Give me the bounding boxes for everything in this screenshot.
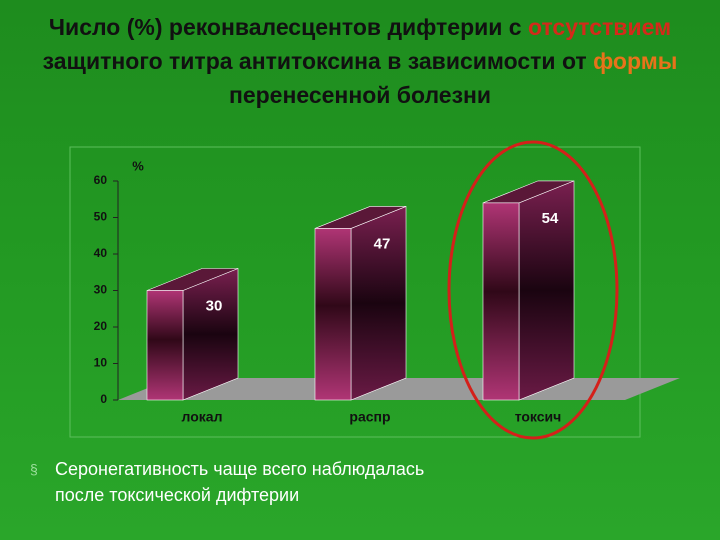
y-tick-label: 40 bbox=[94, 246, 108, 260]
chart-frame bbox=[69, 146, 641, 438]
y-tick-label: 10 bbox=[94, 356, 108, 370]
y-tick-label: 0 bbox=[100, 392, 107, 406]
y-tick-label: 30 bbox=[94, 283, 108, 297]
bullet-text: Серонегативность чаще всего наблюдалась … bbox=[55, 459, 425, 505]
y-unit: % bbox=[132, 158, 144, 173]
bar bbox=[146, 290, 184, 401]
slide-title: Число (%) реконвалесцентов дифтерии с от… bbox=[40, 10, 680, 112]
x-tick-label: локал bbox=[182, 409, 223, 425]
title-part: защитного титра антитоксина в зависимост… bbox=[42, 48, 594, 74]
x-tick-label: распр bbox=[349, 409, 390, 425]
title-part: формы bbox=[593, 48, 678, 74]
title-part: перенесенной болезни bbox=[228, 82, 492, 108]
bar bbox=[314, 228, 352, 401]
bar bbox=[482, 202, 520, 401]
y-tick-label: 20 bbox=[94, 319, 108, 333]
value-label: 54 bbox=[542, 210, 559, 227]
x-tick-label: токсич bbox=[515, 409, 562, 425]
y-tick-label: 50 bbox=[94, 210, 108, 224]
value-label: 47 bbox=[374, 235, 391, 252]
y-tick-label: 60 bbox=[94, 173, 108, 187]
bar-side bbox=[182, 268, 239, 401]
title-part: отсутствием bbox=[527, 14, 672, 40]
title-part: Число (%) реконвалесцентов дифтерии с bbox=[48, 14, 528, 40]
value-label: 30 bbox=[206, 297, 223, 314]
highlight-ring bbox=[447, 140, 619, 440]
bullet-icon: § bbox=[30, 461, 38, 477]
